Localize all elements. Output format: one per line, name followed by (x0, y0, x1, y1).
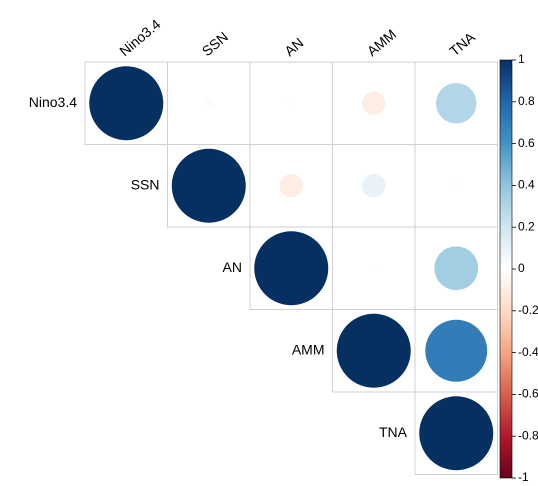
colorbar-tick-label: -0.4 (518, 345, 538, 359)
colorbar-tick-label: -0.8 (518, 428, 538, 442)
row-label: AN (223, 259, 242, 275)
column-label: AN (281, 34, 306, 59)
corr-circle (171, 148, 246, 223)
corr-circle (362, 91, 386, 115)
corr-circle (287, 99, 295, 107)
colorbar-tick-label: -0.6 (518, 387, 538, 401)
colorbar-tick-label: -1 (518, 470, 529, 484)
colorbar (499, 59, 513, 479)
corr-circle (434, 246, 479, 291)
row-label: AMM (292, 341, 325, 357)
corr-circle (370, 264, 378, 272)
column-label: SSN (199, 28, 231, 59)
row-label: SSN (131, 176, 160, 192)
cell (414, 391, 498, 475)
colorbar-tick-label: 0 (518, 261, 525, 275)
colorbar-tick-label: 0.4 (518, 178, 535, 192)
corr-circle (89, 66, 164, 141)
corr-circle (419, 396, 494, 471)
colorbar-tick-label: 1 (518, 52, 525, 66)
corr-circle (435, 82, 477, 124)
colorbar-tick-label: 0.2 (518, 219, 535, 233)
corr-circle (362, 174, 386, 198)
corr-circle (452, 182, 460, 190)
column-label: Nino3.4 (116, 16, 163, 59)
corr-circle (425, 319, 488, 382)
row-label: Nino3.4 (29, 94, 77, 110)
column-label: AMM (364, 26, 399, 59)
colorbar-tick-label: -0.2 (518, 303, 538, 317)
column-label: TNA (446, 28, 478, 59)
colorbar-tick-label: 0.8 (518, 94, 535, 108)
corr-circle (203, 98, 214, 109)
row-label: TNA (379, 424, 408, 440)
corr-circle (254, 231, 329, 306)
colorbar-tick-label: 0.6 (518, 136, 535, 150)
corr-circle (279, 174, 303, 198)
corr-circle (336, 313, 411, 388)
